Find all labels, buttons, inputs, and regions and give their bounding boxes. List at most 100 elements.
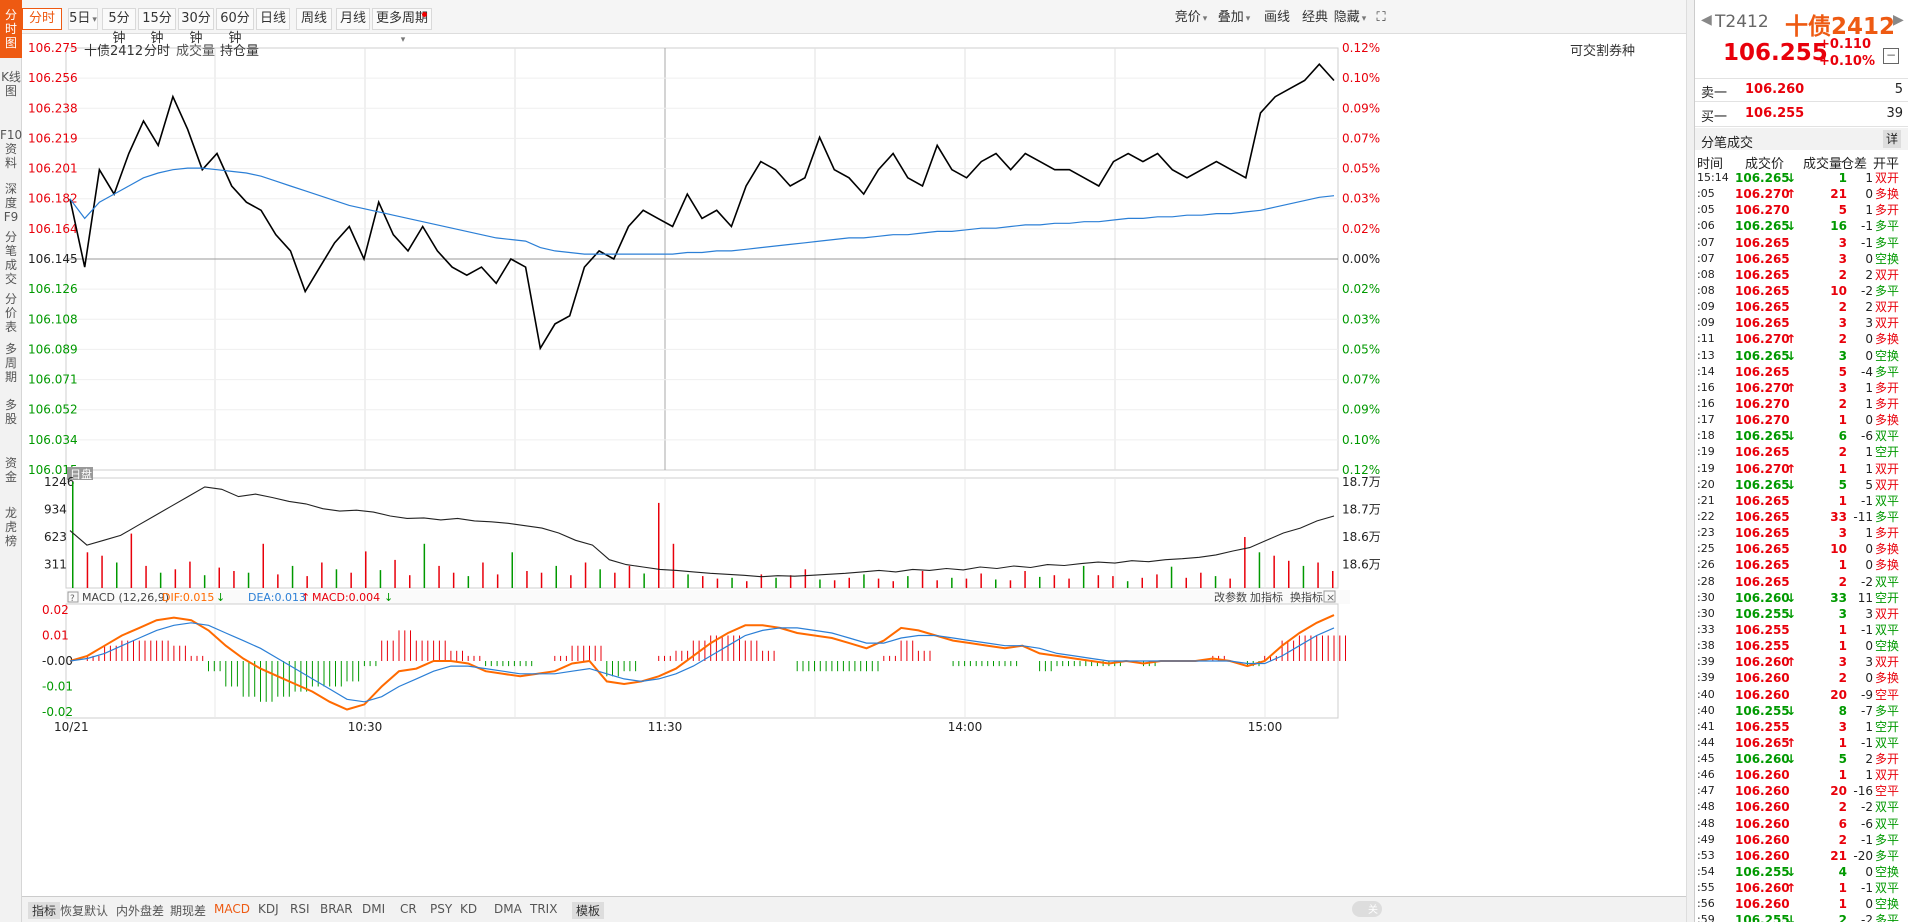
left-nav-item-7[interactable]: 多股 (4, 398, 17, 426)
trade-type: 多平 (1875, 283, 1900, 298)
trade-oi-change: 5 (1865, 477, 1873, 492)
toolbar-right-button-1[interactable]: 叠加 ▾ (1212, 8, 1256, 30)
trade-price: 106.265 (1735, 235, 1790, 250)
trades-detail-button[interactable]: 详 (1883, 130, 1901, 148)
trade-oi-change: 0 (1865, 897, 1873, 912)
left-nav-item-1[interactable]: K线图 (1, 70, 21, 98)
time-axis-label: 14:00 (948, 720, 983, 734)
toggle-switch[interactable]: 关 (1352, 901, 1382, 917)
trade-volume: 3 (1838, 655, 1847, 670)
left-nav-item-2[interactable]: F10资料 (0, 128, 23, 170)
indicator-tab-4[interactable]: MACD (214, 902, 250, 916)
left-nav-item-5[interactable]: 分价表 (4, 292, 17, 334)
left-nav-item-6[interactable]: 多周期 (4, 342, 17, 384)
macd-button-0[interactable]: 改参数 (1214, 590, 1247, 604)
tab-volume[interactable]: 成交量 (176, 44, 216, 59)
deliverable-bonds-link[interactable]: 可交割券种 (1570, 44, 1636, 59)
arrow-up-icon: ↑ (1786, 380, 1797, 395)
left-nav-item-0[interactable]: 分时图 (0, 0, 22, 58)
trade-type: 空换 (1875, 639, 1900, 654)
price-axis-label: 106.089 (28, 342, 78, 356)
trade-oi-change: 3 (1865, 606, 1873, 621)
trade-volume: 1 (1838, 493, 1847, 508)
left-nav-item-4[interactable]: 分笔成交 (4, 230, 17, 286)
prev-instrument-icon[interactable]: ◀ (1701, 12, 1712, 28)
indicator-tab-7[interactable]: BRAR (320, 902, 353, 916)
trade-time: :44 (1697, 735, 1715, 749)
trades-list[interactable]: 15:14 106.265 1 1 双开 ↓:05 106.270 21 0 多换 ↑:05 106.… (1695, 170, 1908, 922)
toolbar-right-button-2[interactable]: 画线 (1258, 8, 1296, 30)
trade-price: 106.265 (1735, 316, 1790, 331)
left-nav-item-8[interactable]: 资金 (4, 456, 17, 484)
table-row: :46 106.260 1 1 双开 (1695, 767, 1908, 783)
price-axis-label: 106.108 (28, 312, 78, 326)
period-button-6[interactable]: 日线 (256, 8, 290, 30)
macd-panel-frame (65, 603, 1339, 719)
volume-bar (584, 562, 587, 588)
period-button-3[interactable]: 15分钟 (138, 8, 176, 46)
indicator-tab-0[interactable]: 指标 (28, 902, 61, 919)
period-button-7[interactable]: 周线 (296, 8, 332, 30)
arrow-down-icon: ↓ (216, 591, 225, 604)
trade-oi-change: -7 (1861, 703, 1873, 718)
left-nav-item-3[interactable]: 深度F9 (3, 182, 19, 224)
trade-volume: 5 (1838, 364, 1847, 379)
volume-bar (379, 570, 382, 588)
period-button-9[interactable]: 更多周期 ▾ (372, 8, 432, 45)
tab-fenshi[interactable]: 分时 (144, 44, 171, 59)
trade-time: :40 (1697, 687, 1715, 701)
next-instrument-icon[interactable]: ▶ (1893, 12, 1904, 28)
trade-time: :39 (1697, 655, 1715, 669)
toolbar-right-button-0[interactable]: 竞价 ▾ (1172, 8, 1210, 30)
trade-time: :53 (1697, 848, 1715, 862)
period-button-5[interactable]: 60分钟 (216, 8, 254, 46)
arrow-down-icon: ↓ (1786, 865, 1797, 880)
panel-splitter[interactable] (1686, 0, 1694, 922)
indicator-tab-6[interactable]: RSI (290, 902, 310, 916)
period-button-4[interactable]: 30分钟 (178, 8, 214, 46)
period-button-0[interactable]: 分时 (22, 8, 62, 30)
pct-axis-label: 0.02% (1342, 222, 1380, 236)
indicator-tab-5[interactable]: KDJ (258, 902, 279, 916)
trade-type: 多换 (1875, 671, 1900, 686)
period-button-1[interactable]: 5日 ▾ (68, 8, 98, 30)
indicator-tab-8[interactable]: DMI (362, 902, 386, 916)
volume-bar (555, 565, 557, 588)
volume-bar (203, 575, 206, 588)
toolbar-right-button-3[interactable]: 经典 (1300, 8, 1330, 30)
trade-oi-change: 1 (1865, 526, 1873, 541)
period-button-8[interactable]: 月线 (336, 8, 370, 30)
table-row: :40 106.260 20 -9 空平 (1695, 687, 1908, 703)
collapse-icon[interactable]: − (1883, 48, 1899, 64)
trade-time: :08 (1697, 267, 1715, 281)
close-icon[interactable]: × (1326, 591, 1335, 604)
table-row: :54 106.255 4 0 空换 ↓ (1695, 864, 1908, 880)
indicator-tab-12[interactable]: DMA (494, 902, 522, 916)
tab-open-interest[interactable]: 持仓量 (220, 44, 260, 59)
volume-axis-label: 623 (44, 530, 67, 544)
indicator-tab-13[interactable]: TRIX (530, 902, 558, 916)
oi-axis-label: 18.7万 (1342, 475, 1381, 489)
indicator-tab-2[interactable]: 内外盘差 (116, 904, 165, 918)
indicator-tab-11[interactable]: KD (460, 902, 478, 916)
indicator-tab-14[interactable]: 模板 (572, 902, 605, 919)
fullscreen-icon[interactable]: ⛶ (1376, 10, 1386, 25)
indicator-tab-1[interactable]: 恢复默认 (60, 904, 109, 918)
main-chart-area: 106.275 0.12% 106.256 0.10% 106.238 0.09% 106.… (28, 41, 1381, 734)
indicator-tab-9[interactable]: CR (400, 902, 417, 916)
left-nav-item-9[interactable]: 龙虎榜 (4, 506, 17, 548)
indicator-tab-3[interactable]: 期现差 (170, 904, 207, 918)
period-label: 更多周期 (375, 11, 428, 26)
macd-button-2[interactable]: 换指标 (1290, 590, 1323, 604)
trade-type: 多平 (1875, 913, 1900, 922)
trade-oi-change: 0 (1865, 639, 1873, 654)
trade-time: :48 (1697, 816, 1715, 830)
trade-type: 空换 (1875, 865, 1900, 880)
volume-bar (482, 562, 484, 588)
toolbar-right-button-4[interactable]: 隐藏 ▾ (1332, 8, 1368, 30)
indicator-tab-10[interactable]: PSY (430, 902, 453, 916)
period-button-2[interactable]: 5分钟 (102, 8, 136, 46)
trade-type: 多平 (1875, 703, 1900, 718)
macd-button-1[interactable]: 加指标 (1250, 590, 1283, 604)
toolbar-right-label: 叠加 (1217, 10, 1244, 25)
